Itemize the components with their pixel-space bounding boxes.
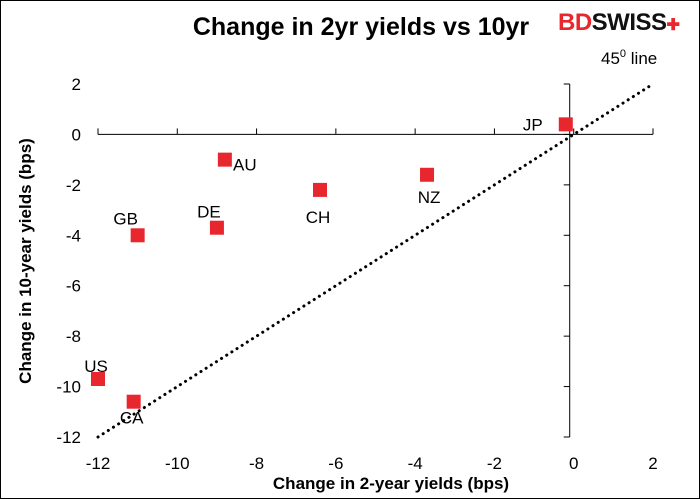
y-tick-label: 2 bbox=[72, 75, 81, 94]
data-label-nz: NZ bbox=[418, 188, 441, 207]
x-tick-label: -10 bbox=[165, 454, 190, 473]
y-tick-label: -10 bbox=[56, 378, 81, 397]
data-label-gb: GB bbox=[113, 209, 138, 228]
data-label-ca: CA bbox=[120, 409, 144, 428]
y-tick-label: -6 bbox=[66, 277, 81, 296]
data-point-au bbox=[217, 152, 232, 167]
data-point-jp bbox=[558, 117, 573, 132]
x-tick-label: 2 bbox=[648, 454, 657, 473]
data-point-nz bbox=[420, 167, 435, 182]
x-axis-label: Change in 2-year yields (bps) bbox=[273, 474, 509, 493]
data-label-ch: CH bbox=[306, 208, 331, 227]
x-tick-label: -2 bbox=[487, 454, 502, 473]
y-tick-label: -4 bbox=[66, 226, 81, 245]
y-tick-label: -12 bbox=[56, 428, 81, 447]
data-point-ch bbox=[313, 182, 327, 197]
y-tick-label: 0 bbox=[72, 125, 81, 144]
data-label-de: DE bbox=[197, 203, 221, 222]
data-label-us: US bbox=[84, 357, 108, 376]
reference-line-label: 450 line bbox=[601, 48, 657, 68]
x-tick-label: -6 bbox=[328, 454, 343, 473]
data-point-ca bbox=[126, 394, 141, 409]
reference-line-45deg bbox=[96, 82, 655, 439]
y-tick-label: -8 bbox=[66, 327, 81, 346]
x-tick-label: -4 bbox=[408, 454, 423, 473]
data-label-au: AU bbox=[233, 156, 257, 175]
data-point-de bbox=[209, 220, 224, 235]
data-point-gb bbox=[130, 228, 145, 243]
chart-title: Change in 2yr yields vs 10yr bbox=[192, 13, 530, 41]
data-label-jp: JP bbox=[523, 115, 543, 134]
bdswiss-logo: BDSWISS✚ bbox=[558, 9, 680, 36]
x-tick-label: -8 bbox=[249, 454, 264, 473]
x-tick-label: 0 bbox=[569, 454, 578, 473]
x-tick-label: -12 bbox=[86, 454, 111, 473]
data-point-us bbox=[91, 372, 105, 387]
y-tick-label: -2 bbox=[66, 176, 81, 195]
y-axis-label: Change in 10-year yields (bps) bbox=[16, 138, 35, 384]
